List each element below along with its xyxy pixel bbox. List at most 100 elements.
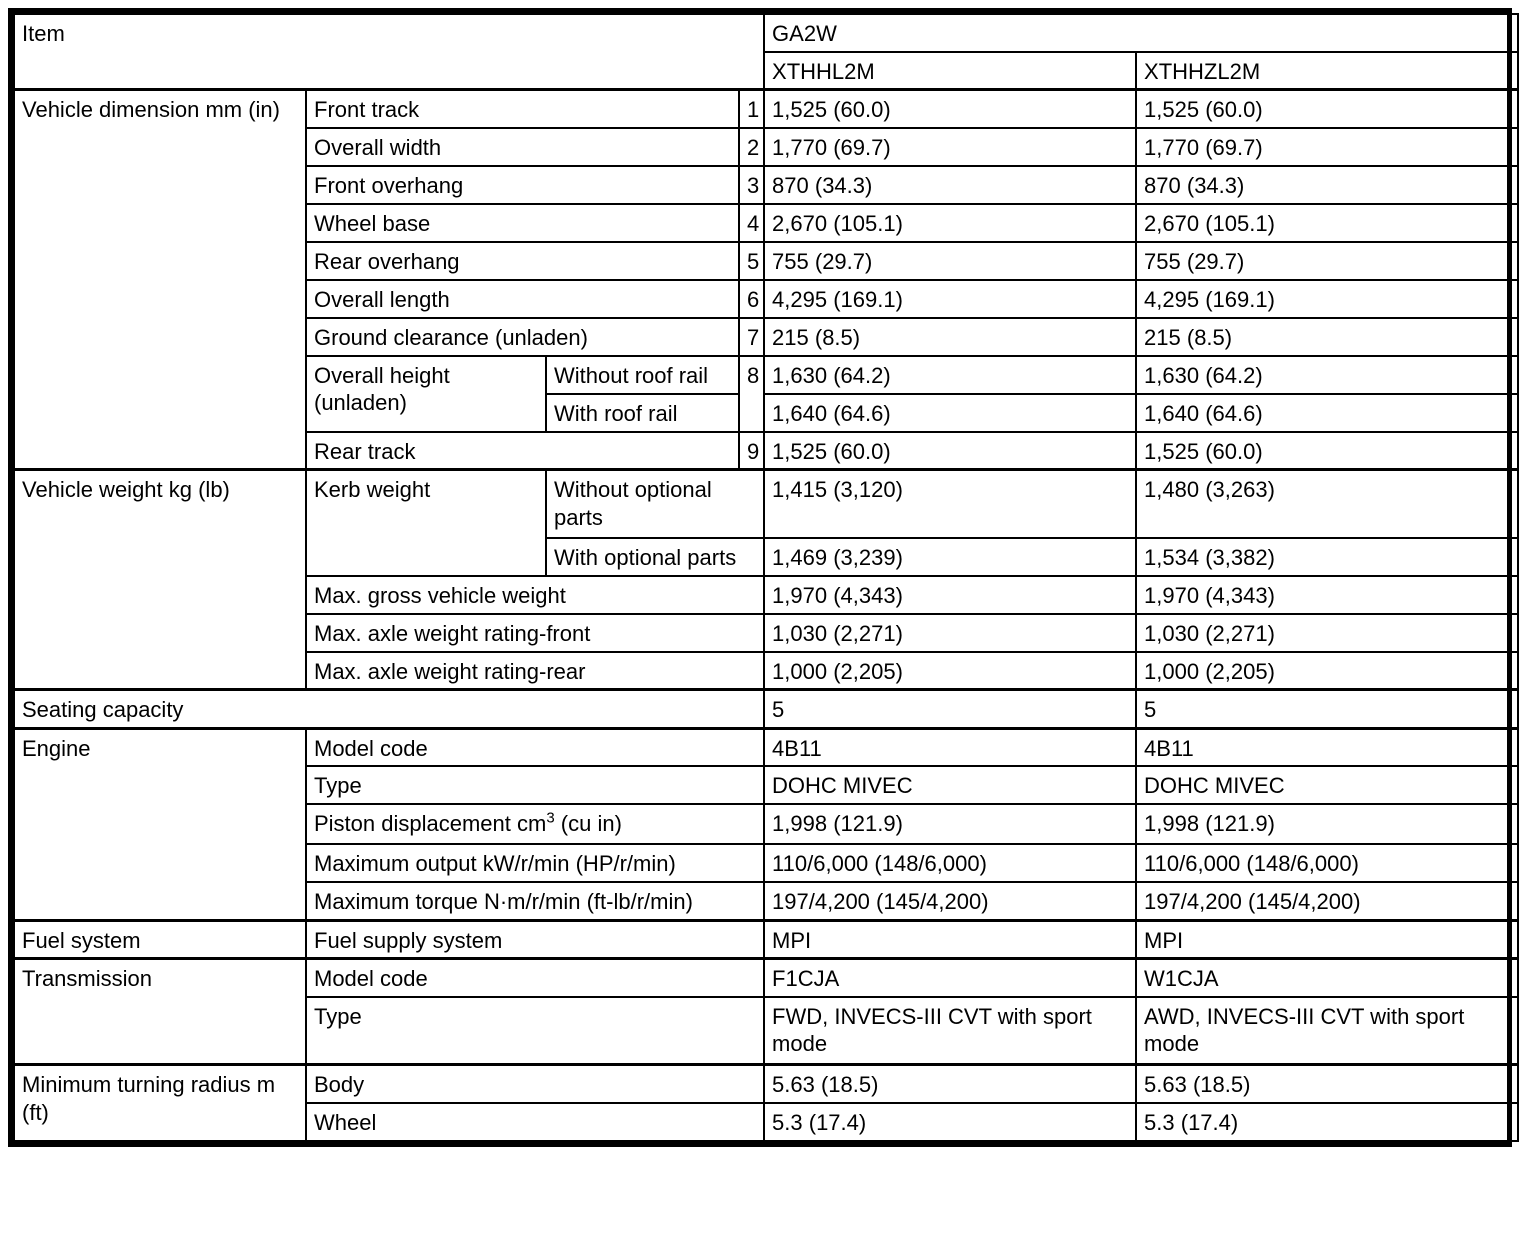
value-kerb-with-1: 1,469 (3,239) <box>763 536 1138 577</box>
row-seating-capacity: Seating capacity 5 5 <box>12 688 1520 729</box>
value-turning-body-1: 5.63 (18.5) <box>763 1063 1138 1104</box>
section-label-engine: Engine <box>13 726 307 921</box>
value-kerb-with-2: 1,534 (3,382) <box>1135 536 1520 577</box>
section-label-vehicle-weight: Vehicle weight kg (lb) <box>13 468 307 691</box>
value-seating-1: 5 <box>763 688 1138 729</box>
value-max-gross-1: 1,970 (4,343) <box>763 574 1138 615</box>
header-model-2: XTHHZL2M <box>1135 50 1520 91</box>
value-without-roof-rail-2: 1,630 (64.2) <box>1135 354 1520 395</box>
row-wheel-base: Wheel base 4 2,670 (105.1) 2,670 (105.1) <box>14 202 1520 243</box>
row-max-axle-front: Max. axle weight rating-front 1,030 (2,2… <box>14 612 1520 653</box>
value-front-overhang-1: 870 (34.3) <box>763 164 1138 205</box>
label-rear-track: Rear track <box>305 430 740 471</box>
label-front-overhang: Front overhang <box>305 164 740 205</box>
row-engine-model-code: Engine Model code 4B11 4B11 <box>13 726 1520 921</box>
value-transmission-type-1: FWD, INVECS-III CVT with sport mode <box>763 995 1138 1066</box>
label-without-optional-parts: Without optional parts <box>544 468 766 539</box>
value-wheel-base-2: 2,670 (105.1) <box>1135 202 1520 243</box>
row-max-axle-rear: Max. axle weight rating-rear 1,000 (2,20… <box>14 650 1520 691</box>
value-piston-displacement-2: 1,998 (121.9) <box>1135 803 1520 845</box>
row-rear-overhang: Rear overhang 5 755 (29.7) 755 (29.7) <box>14 240 1520 281</box>
label-piston-displacement-sup: 3 <box>546 809 555 827</box>
row-kerb-weight-without-optional: Vehicle weight kg (lb) Kerb weight Witho… <box>13 468 1520 691</box>
label-max-axle-rear: Max. axle weight rating-rear <box>304 650 766 691</box>
value-transmission-type-2: AWD, INVECS-III CVT with sport mode <box>1135 995 1520 1066</box>
label-overall-length: Overall length <box>305 278 740 319</box>
label-maximum-output: Maximum output kW/r/min (HP/r/min) <box>304 843 766 883</box>
value-transmission-model-2: W1CJA <box>1135 957 1520 998</box>
value-rear-track-2: 1,525 (60.0) <box>1135 430 1520 471</box>
value-overall-width-2: 1,770 (69.7) <box>1135 126 1520 167</box>
value-front-track-1: 1,525 (60.0) <box>763 88 1138 129</box>
value-front-track-2: 1,525 (60.0) <box>1135 88 1520 129</box>
value-fuel-2: MPI <box>1135 918 1520 960</box>
label-seating-capacity: Seating capacity <box>12 688 766 729</box>
label-engine-model-code: Model code <box>304 726 766 767</box>
label-engine-type: Type <box>304 765 766 805</box>
value-rear-track-1: 1,525 (60.0) <box>763 430 1138 471</box>
value-maximum-torque-1: 197/4,200 (145/4,200) <box>763 881 1138 921</box>
value-seating-2: 5 <box>1135 688 1520 729</box>
label-overall-width: Overall width <box>305 126 740 167</box>
value-kerb-without-1: 1,415 (3,120) <box>763 468 1138 539</box>
row-turning-radius-body: Minimum turning radius m (ft) Body 5.63 … <box>13 1063 1520 1142</box>
row-ground-clearance: Ground clearance (unladen) 7 215 (8.5) 2… <box>14 316 1520 357</box>
value-wheel-base-1: 2,670 (105.1) <box>763 202 1138 243</box>
value-fuel-1: MPI <box>763 918 1138 960</box>
value-rear-overhang-2: 755 (29.7) <box>1135 240 1520 281</box>
num-ground-clearance: 7 <box>737 316 766 357</box>
row-piston-displacement: Piston displacement cm3 (cu in) 1,998 (1… <box>14 803 1520 845</box>
row-transmission-type: Type FWD, INVECS-III CVT with sport mode… <box>14 995 1520 1066</box>
value-maximum-output-1: 110/6,000 (148/6,000) <box>763 843 1138 883</box>
section-label-vehicle-dimension: Vehicle dimension mm (in) <box>13 88 307 471</box>
row-rear-track: Rear track 9 1,525 (60.0) 1,525 (60.0) <box>14 430 1520 471</box>
label-transmission-type: Type <box>304 995 766 1066</box>
row-transmission-model-code: Transmission Model code F1CJA W1CJA <box>13 957 1520 1066</box>
row-engine-type: Type DOHC MIVEC DOHC MIVEC <box>14 765 1520 805</box>
label-max-axle-front: Max. axle weight rating-front <box>304 612 766 653</box>
value-maximum-torque-2: 197/4,200 (145/4,200) <box>1135 881 1520 921</box>
value-ground-clearance-1: 215 (8.5) <box>763 316 1138 357</box>
num-front-overhang: 3 <box>737 164 766 205</box>
row-overall-height-without-roof-rail: Overall height (unladen) Without roof ra… <box>14 354 1520 433</box>
header-model-group: GA2W <box>763 13 1520 53</box>
value-max-axle-rear-2: 1,000 (2,205) <box>1135 650 1520 691</box>
value-without-roof-rail-1: 1,630 (64.2) <box>763 354 1138 395</box>
label-rear-overhang: Rear overhang <box>305 240 740 281</box>
num-rear-track: 9 <box>737 430 766 471</box>
row-front-track: Vehicle dimension mm (in) Front track 1 … <box>13 88 1520 471</box>
label-without-roof-rail: Without roof rail <box>545 354 740 395</box>
label-piston-displacement-prefix: Piston displacement cm <box>314 811 547 836</box>
value-turning-wheel-1: 5.3 (17.4) <box>763 1101 1138 1142</box>
value-max-axle-rear-1: 1,000 (2,205) <box>763 650 1138 691</box>
spec-table-frame: Item GA2W XTHHL2M XTHHZL2M Vehicle dimen… <box>8 8 1520 1147</box>
section-label-fuel-system: Fuel system <box>13 918 307 960</box>
row-turning-radius-wheel: Wheel 5.3 (17.4) 5.3 (17.4) <box>14 1101 1520 1142</box>
num-overall-width: 2 <box>737 126 766 167</box>
label-with-optional-parts: With optional parts <box>544 536 766 577</box>
value-ground-clearance-2: 215 (8.5) <box>1135 316 1520 357</box>
num-wheel-base: 4 <box>737 202 766 243</box>
label-turning-wheel: Wheel <box>304 1101 766 1142</box>
num-rear-overhang: 5 <box>737 240 766 281</box>
label-piston-displacement-suffix: (cu in) <box>554 811 622 836</box>
label-overall-height: Overall height (unladen) <box>305 354 547 433</box>
value-turning-wheel-2: 5.3 (17.4) <box>1135 1101 1520 1142</box>
value-max-axle-front-2: 1,030 (2,271) <box>1135 612 1520 653</box>
value-overall-length-1: 4,295 (169.1) <box>763 278 1138 319</box>
label-with-roof-rail: With roof rail <box>545 392 740 433</box>
value-turning-body-2: 5.63 (18.5) <box>1135 1063 1520 1104</box>
label-transmission-model-code: Model code <box>304 957 766 998</box>
label-ground-clearance: Ground clearance (unladen) <box>305 316 740 357</box>
row-maximum-torque: Maximum torque N·m/r/min (ft-lb/r/min) 1… <box>14 881 1520 921</box>
value-engine-type-1: DOHC MIVEC <box>763 765 1138 805</box>
value-engine-model-2: 4B11 <box>1135 726 1520 767</box>
label-piston-displacement: Piston displacement cm3 (cu in) <box>304 803 766 845</box>
value-maximum-output-2: 110/6,000 (148/6,000) <box>1135 843 1520 883</box>
value-with-roof-rail-1: 1,640 (64.6) <box>763 392 1138 433</box>
row-overall-width: Overall width 2 1,770 (69.7) 1,770 (69.7… <box>14 126 1520 167</box>
value-rear-overhang-1: 755 (29.7) <box>763 240 1138 281</box>
row-overall-height-with-roof-rail: With roof rail 1,640 (64.6) 1,640 (64.6) <box>14 392 1520 433</box>
label-front-track: Front track <box>305 88 740 129</box>
value-kerb-without-2: 1,480 (3,263) <box>1135 468 1520 539</box>
